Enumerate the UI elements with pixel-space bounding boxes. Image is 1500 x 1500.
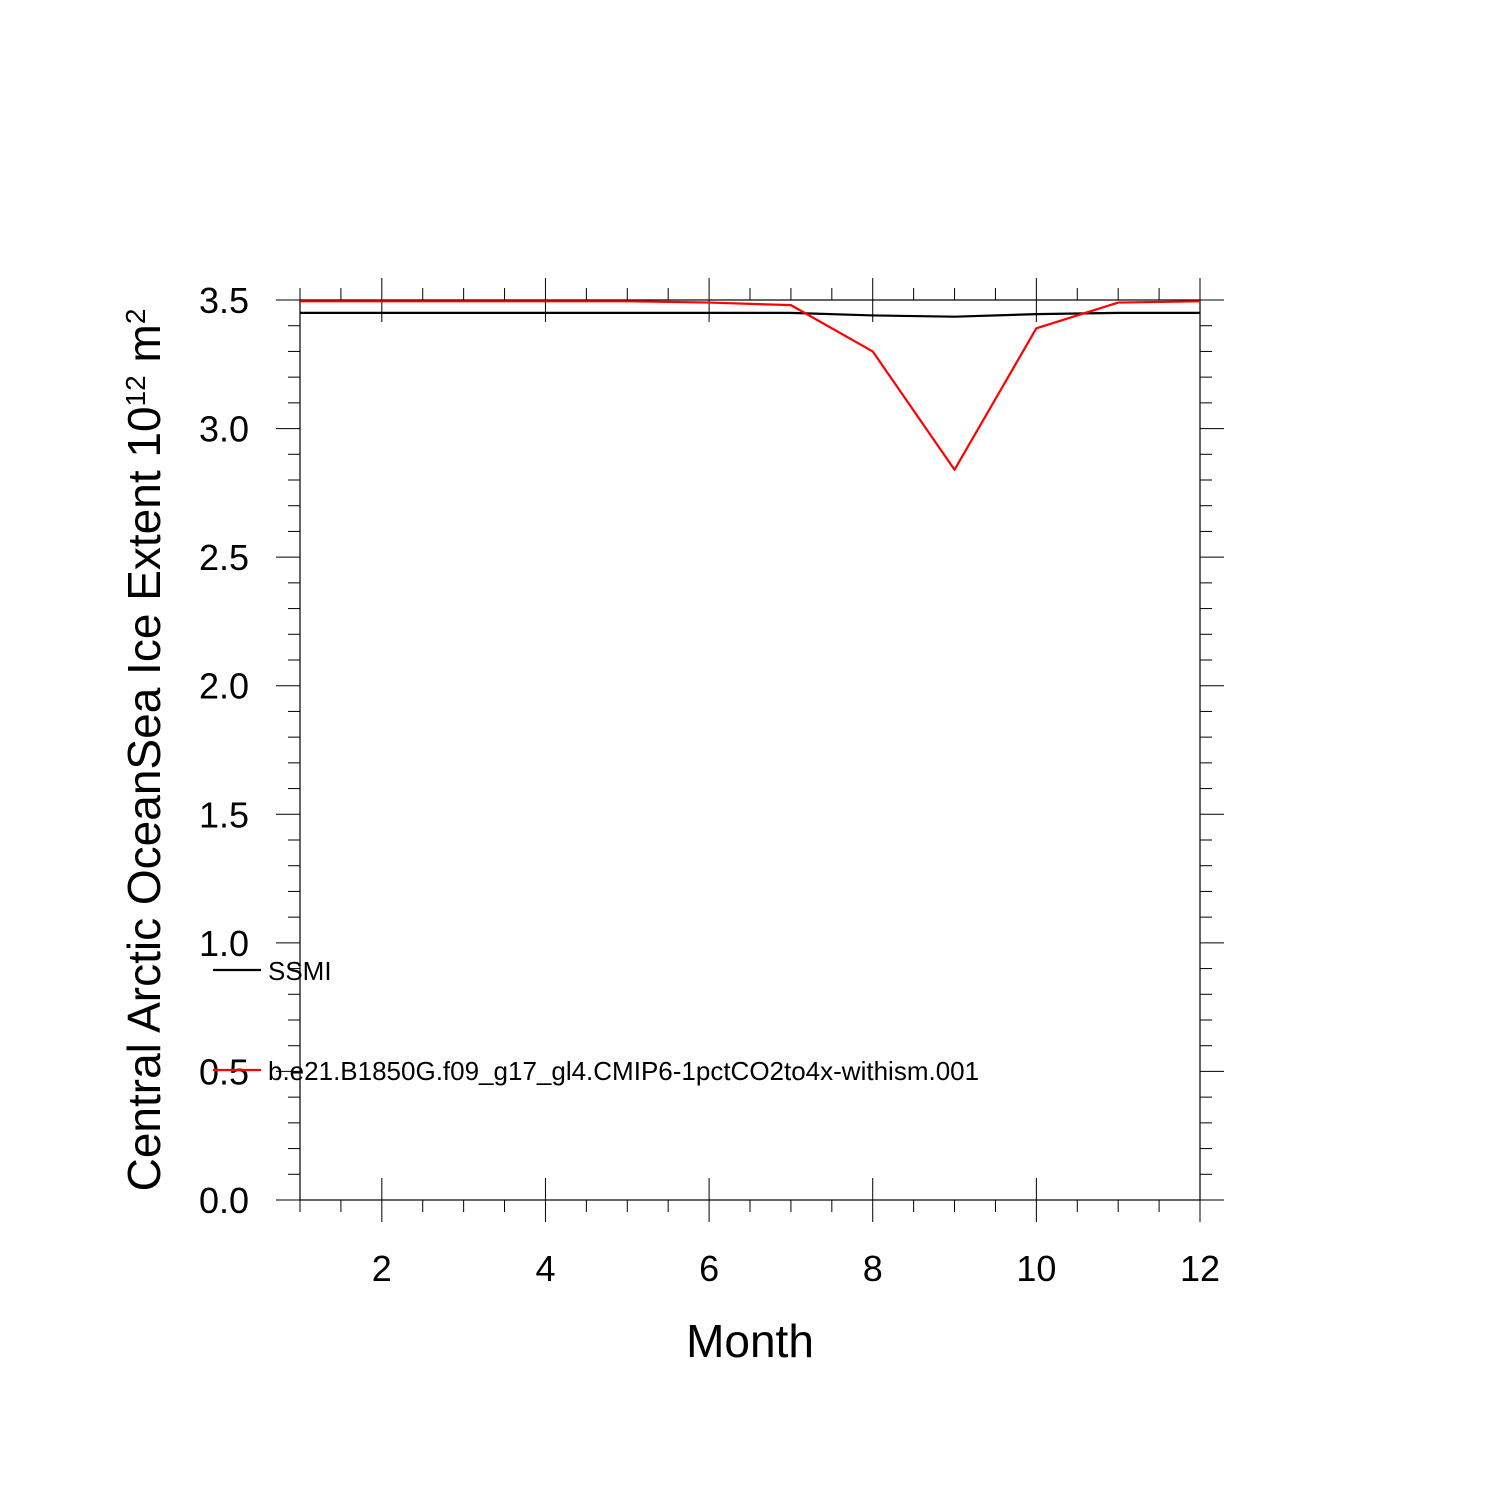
- x-tick-label: 8: [863, 1248, 883, 1289]
- y-axis-label-main: Central Arctic OceanSea Ice Extent 10: [118, 406, 170, 1191]
- legend-label-ssmi: SSMI: [268, 956, 332, 986]
- x-tick-label: 6: [699, 1248, 719, 1289]
- series-line-ssmi: [300, 311, 1200, 318]
- x-tick-label: 12: [1180, 1248, 1220, 1289]
- legend: SSMI b.e21.B1850G.f09_g17_gl4.CMIP6-1pct…: [213, 956, 979, 1086]
- y-tick-label: 0.0: [199, 1180, 249, 1221]
- series-line-model: [300, 300, 1201, 471]
- y-tick-label: 0.5: [199, 1051, 249, 1092]
- x-tick-label: 10: [1016, 1248, 1056, 1289]
- y-tick-label: 3.0: [199, 409, 249, 450]
- x-tick-label: 4: [535, 1248, 555, 1289]
- y-tick-label: 3.5: [199, 280, 249, 321]
- x-tick-label: 2: [372, 1248, 392, 1289]
- y-axis-label: Central Arctic OceanSea Ice Extent 1012 …: [118, 309, 170, 1192]
- y-axis-label-unit: m: [118, 324, 170, 375]
- x-axis-label: Month: [686, 1315, 814, 1367]
- y-tick-label: 1.0: [199, 923, 249, 964]
- y-tick-label: 2.0: [199, 666, 249, 707]
- legend-label-model: b.e21.B1850G.f09_g17_gl4.CMIP6-1pctCO2to…: [268, 1056, 979, 1086]
- axis-tick-labels: 2 4 6 8 10 12 0.0 0.5 1.0 1.5 2.0 2.5 3.0 3.5: [199, 280, 1220, 1289]
- series-lines: [300, 300, 1201, 471]
- y-tick-label: 1.5: [199, 794, 249, 835]
- y-axis-label-exponent-1: 12: [120, 375, 151, 406]
- y-axis-label-exponent-2: 2: [120, 309, 151, 325]
- y-tick-label: 2.5: [199, 537, 249, 578]
